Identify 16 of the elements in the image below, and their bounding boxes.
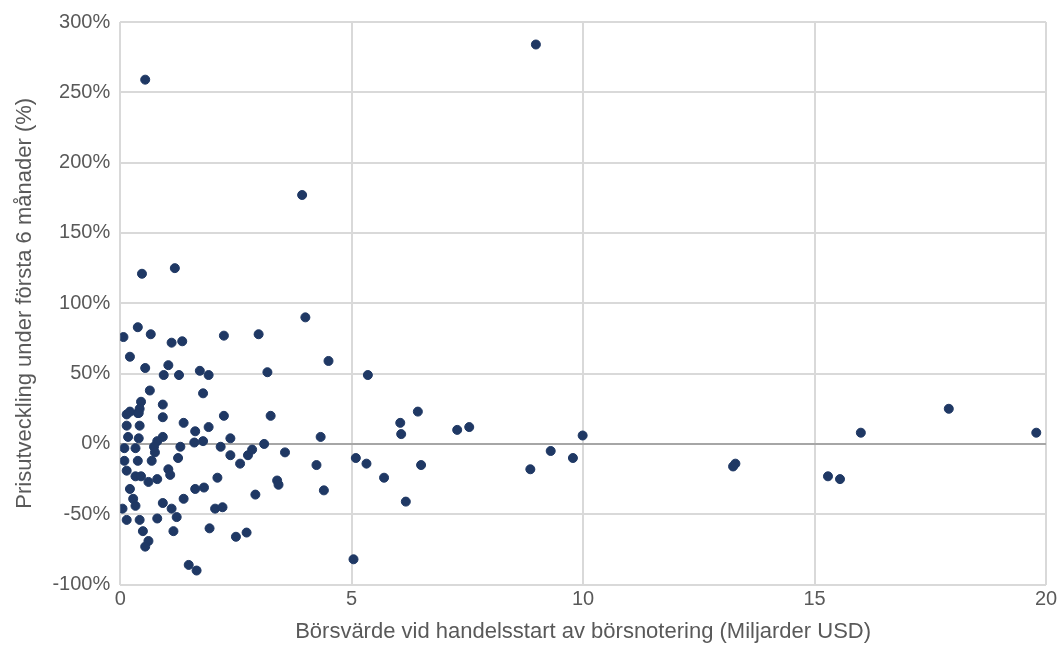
- y-tick-label: -50%: [63, 501, 111, 524]
- x-tick-label: 15: [803, 587, 826, 610]
- x-axis-title: Börsvärde vid handelsstart av börsnotering (Miljarder USD): [295, 617, 872, 643]
- y-tick-label: 100%: [59, 290, 111, 313]
- y-tick-label: 300%: [59, 9, 111, 32]
- y-tick-label: -100%: [52, 572, 111, 595]
- x-tick-label: 20: [1034, 587, 1058, 610]
- x-tick-label: 10: [571, 587, 595, 610]
- x-tick-label: 0: [114, 587, 126, 610]
- y-tick-label: 50%: [70, 361, 111, 384]
- y-axis-title: Prisutveckling under första 6 månader (%): [11, 97, 37, 509]
- y-tick-label: 250%: [59, 79, 111, 102]
- y-tick-label: 200%: [59, 150, 111, 173]
- y-tick-label: 0%: [81, 431, 111, 454]
- x-tick-label: 5: [346, 587, 358, 610]
- y-tick-label: 150%: [59, 220, 111, 243]
